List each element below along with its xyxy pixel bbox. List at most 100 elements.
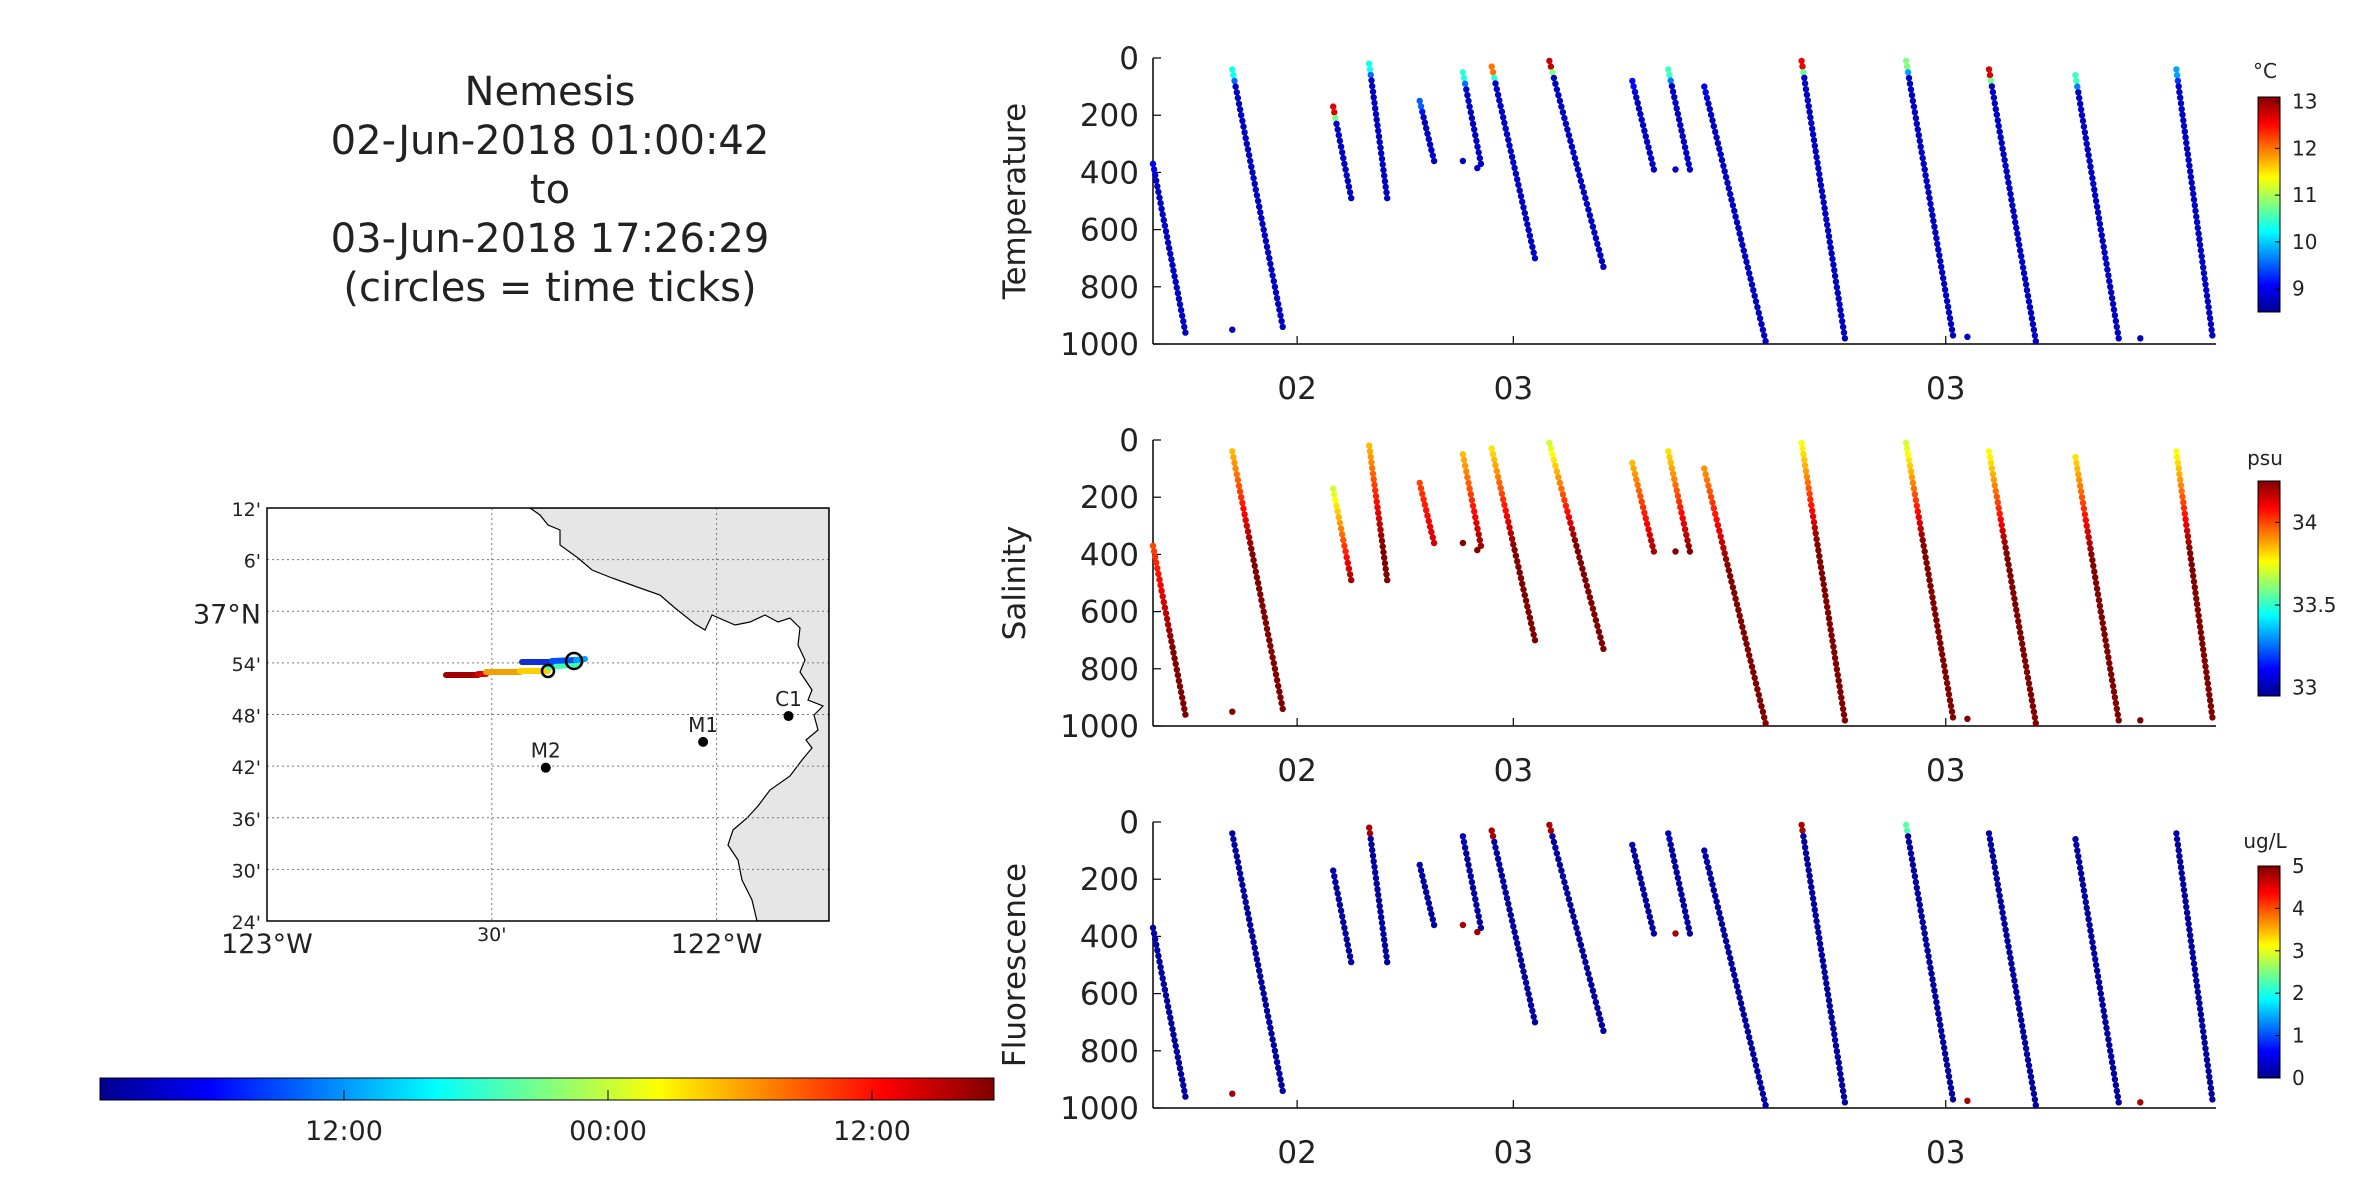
- map-frame: [266, 507, 830, 922]
- profile-point: [1742, 253, 1749, 260]
- profile-point: [1803, 473, 1811, 480]
- profile-point: [1276, 306, 1283, 313]
- profile-point: [1372, 487, 1379, 494]
- profile-point: [1461, 80, 1469, 87]
- profile-point: [1801, 462, 1809, 469]
- profile-point: [2108, 677, 2116, 684]
- profile-point: [1336, 901, 1344, 909]
- profile-point: [1933, 617, 1940, 624]
- profile-point: [1371, 99, 1378, 107]
- profile-point: [2194, 988, 2201, 996]
- profile-point: [1923, 559, 1930, 567]
- profile-point: [1241, 893, 1248, 900]
- profile-point: [1335, 132, 1343, 139]
- profile-point: [1836, 1065, 1843, 1072]
- profile-point: [1702, 853, 1709, 860]
- profile-point: [1520, 586, 1527, 593]
- profile-point: [1275, 300, 1282, 308]
- profile-point: [2030, 1090, 2038, 1098]
- profile-point: [1631, 852, 1639, 860]
- profile-point: [1266, 255, 1273, 262]
- profile-point: [2188, 943, 2195, 950]
- profile-point: [1588, 217, 1595, 225]
- profile-point: [1379, 925, 1386, 932]
- profile-point: [2111, 694, 2119, 701]
- profile-point: [2187, 168, 2194, 175]
- profile-point: [1762, 337, 1769, 345]
- profile-point: [1251, 180, 1258, 187]
- profile-point: [1234, 858, 1242, 866]
- profile-point: [2025, 680, 2033, 687]
- profile-point: [1941, 668, 1949, 675]
- profile-point: [1941, 286, 1949, 293]
- isolated-point: [1672, 548, 1679, 555]
- profile-point: [1582, 576, 1589, 584]
- profile-point: [1276, 688, 1283, 695]
- profile-point: [2185, 538, 2192, 546]
- profile-point: [1930, 599, 1937, 607]
- profile-point: [1426, 523, 1434, 530]
- profile-point: [1381, 178, 1389, 185]
- profile-point: [1809, 513, 1817, 520]
- profile-point: [2029, 1085, 2037, 1092]
- profile-point: [1809, 131, 1817, 138]
- profile-point: [2073, 77, 2080, 85]
- profile-point: [1936, 252, 1943, 259]
- profile-point: [1936, 634, 1943, 641]
- profile-point: [1379, 543, 1386, 550]
- profile-point: [1417, 867, 1425, 874]
- profile-point: [2182, 898, 2189, 905]
- profile-point: [1646, 149, 1654, 157]
- isolated-point: [1459, 157, 1467, 165]
- profile-point: [1502, 889, 1509, 896]
- profile-point: [1823, 980, 1830, 987]
- profile-point: [1498, 490, 1506, 497]
- profile-point: [1233, 471, 1241, 478]
- profile-point: [2019, 1022, 2026, 1030]
- profile-point: [1992, 105, 2000, 113]
- profile-point: [1268, 1030, 1275, 1037]
- profile-point: [1157, 582, 1164, 589]
- profile-point: [1800, 833, 1807, 840]
- profile-point: [1340, 536, 1347, 544]
- profile-point: [2020, 1034, 2028, 1041]
- profile-point: [1839, 700, 1846, 707]
- profile-point: [1171, 655, 1178, 662]
- profile-point: [1279, 323, 1286, 330]
- profile-point: [2008, 960, 2015, 967]
- profile-point: [1501, 501, 1508, 509]
- profile-point: [1546, 57, 1553, 65]
- profile-point: [1940, 657, 1947, 664]
- profile-point: [1905, 838, 1913, 846]
- profile-point: [2099, 619, 2106, 627]
- profile-point: [1467, 109, 1475, 116]
- profile-point: [1919, 154, 1926, 162]
- profile-point: [1737, 1000, 1745, 1007]
- profile-point: [2013, 606, 2020, 614]
- profile-point: [1668, 82, 1676, 90]
- profile-point: [1258, 597, 1265, 604]
- profile-point: [1986, 71, 1994, 79]
- profile-point: [1812, 530, 1819, 537]
- profile-point: [1924, 183, 1931, 190]
- profile-point: [1429, 534, 1437, 541]
- profile-point: [1273, 295, 1281, 302]
- profile-point: [2184, 915, 2192, 922]
- profile-point: [1816, 558, 1824, 565]
- profile-point: [1713, 516, 1720, 523]
- profile-point: [1649, 924, 1656, 932]
- profile-point: [1833, 284, 1841, 291]
- profile-point: [1506, 524, 1513, 531]
- profile-point: [1508, 153, 1516, 160]
- profile-point: [1826, 1002, 1834, 1010]
- profile-point: [1383, 953, 1390, 960]
- profile-point: [1552, 80, 1559, 87]
- profile-point: [2020, 270, 2028, 277]
- profile-point: [1182, 329, 1189, 336]
- profile-point: [1924, 947, 1931, 954]
- profile-point: [2008, 196, 2015, 203]
- profile-point: [1568, 143, 1576, 150]
- profile-point: [1476, 918, 1484, 926]
- profile-point: [2182, 516, 2189, 523]
- profile-point: [1369, 852, 1377, 859]
